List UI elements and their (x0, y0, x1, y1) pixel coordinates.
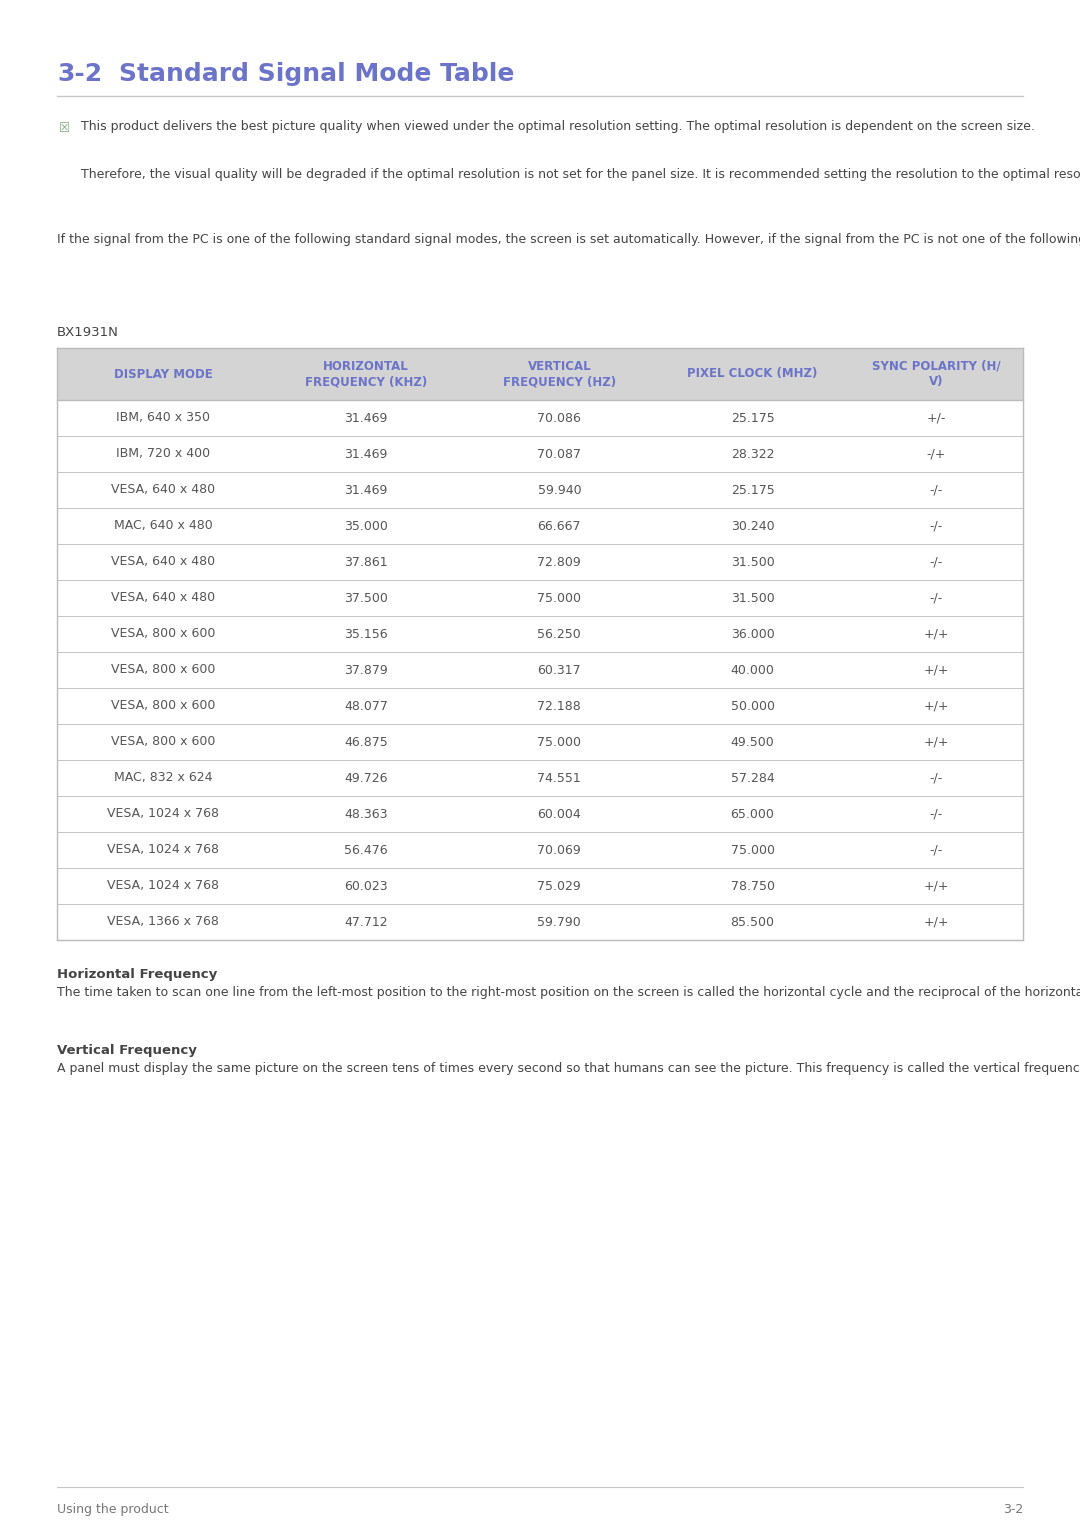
Text: ☒: ☒ (59, 122, 70, 134)
Text: +/+: +/+ (923, 736, 949, 748)
Text: 31.500: 31.500 (731, 591, 774, 605)
Text: 46.875: 46.875 (345, 736, 388, 748)
Text: A panel must display the same picture on the screen tens of times every second s: A panel must display the same picture on… (57, 1061, 1080, 1075)
Text: 3-2: 3-2 (1002, 1503, 1023, 1516)
Text: 57.284: 57.284 (731, 771, 774, 785)
Text: 75.000: 75.000 (730, 843, 774, 857)
Text: VESA, 1024 x 768: VESA, 1024 x 768 (107, 843, 219, 857)
Text: 48.363: 48.363 (345, 808, 388, 820)
Text: VESA, 800 x 600: VESA, 800 x 600 (111, 699, 215, 713)
Text: VESA, 800 x 600: VESA, 800 x 600 (111, 628, 215, 640)
Text: 49.500: 49.500 (731, 736, 774, 748)
Text: 37.861: 37.861 (345, 556, 388, 568)
Text: 60.004: 60.004 (538, 808, 581, 820)
Text: 78.750: 78.750 (730, 880, 774, 892)
Text: +/+: +/+ (923, 664, 949, 676)
Text: 85.500: 85.500 (730, 916, 774, 928)
Text: 75.000: 75.000 (538, 591, 581, 605)
Text: 3-2: 3-2 (57, 63, 103, 86)
Text: 75.029: 75.029 (538, 880, 581, 892)
Text: +/+: +/+ (923, 880, 949, 892)
Text: VESA, 1024 x 768: VESA, 1024 x 768 (107, 880, 219, 892)
Text: Therefore, the visual quality will be degraded if the optimal resolution is not : Therefore, the visual quality will be de… (81, 168, 1080, 182)
Text: 28.322: 28.322 (731, 447, 774, 461)
Text: 40.000: 40.000 (730, 664, 774, 676)
Text: BX1931N: BX1931N (57, 325, 119, 339)
Text: 31.500: 31.500 (731, 556, 774, 568)
Text: VERTICAL
FREQUENCY (HZ): VERTICAL FREQUENCY (HZ) (503, 359, 616, 388)
Text: 60.317: 60.317 (538, 664, 581, 676)
Bar (57, 348, 1023, 400)
Text: 37.879: 37.879 (345, 664, 388, 676)
Text: 70.069: 70.069 (538, 843, 581, 857)
Text: IBM, 640 x 350: IBM, 640 x 350 (117, 411, 211, 425)
Text: 31.469: 31.469 (345, 411, 388, 425)
Text: If the signal from the PC is one of the following standard signal modes, the scr: If the signal from the PC is one of the … (57, 234, 1080, 246)
Text: IBM, 720 x 400: IBM, 720 x 400 (117, 447, 211, 461)
Text: -/+: -/+ (927, 447, 946, 461)
Text: Vertical Frequency: Vertical Frequency (57, 1044, 197, 1057)
Text: 56.476: 56.476 (345, 843, 388, 857)
Text: 35.000: 35.000 (345, 519, 388, 533)
Text: +/+: +/+ (923, 699, 949, 713)
Text: 75.000: 75.000 (538, 736, 581, 748)
Text: VESA, 640 x 480: VESA, 640 x 480 (111, 556, 215, 568)
Text: HORIZONTAL
FREQUENCY (KHZ): HORIZONTAL FREQUENCY (KHZ) (305, 359, 428, 388)
Text: Standard Signal Mode Table: Standard Signal Mode Table (119, 63, 514, 86)
Text: VESA, 1024 x 768: VESA, 1024 x 768 (107, 808, 219, 820)
Text: 59.940: 59.940 (538, 484, 581, 496)
Text: 37.500: 37.500 (345, 591, 388, 605)
Text: +/+: +/+ (923, 628, 949, 640)
Text: This product delivers the best picture quality when viewed under the optimal res: This product delivers the best picture q… (81, 121, 1035, 133)
Text: PIXEL CLOCK (MHZ): PIXEL CLOCK (MHZ) (687, 368, 818, 380)
Text: 74.551: 74.551 (538, 771, 581, 785)
Text: MAC, 640 x 480: MAC, 640 x 480 (113, 519, 213, 533)
Text: 31.469: 31.469 (345, 484, 388, 496)
Text: -/-: -/- (930, 556, 943, 568)
Text: -/-: -/- (930, 591, 943, 605)
Text: The time taken to scan one line from the left-most position to the right-most po: The time taken to scan one line from the… (57, 986, 1080, 999)
Text: 25.175: 25.175 (731, 484, 774, 496)
Text: 50.000: 50.000 (730, 699, 774, 713)
Text: MAC, 832 x 624: MAC, 832 x 624 (114, 771, 213, 785)
Text: Using the product: Using the product (57, 1503, 168, 1516)
Text: 66.667: 66.667 (538, 519, 581, 533)
Text: 30.240: 30.240 (731, 519, 774, 533)
Text: -/-: -/- (930, 808, 943, 820)
Text: 56.250: 56.250 (538, 628, 581, 640)
Text: -/-: -/- (930, 843, 943, 857)
Text: 36.000: 36.000 (731, 628, 774, 640)
Text: SYNC POLARITY (H/
V): SYNC POLARITY (H/ V) (872, 359, 1000, 388)
Text: -/-: -/- (930, 771, 943, 785)
Text: 25.175: 25.175 (731, 411, 774, 425)
Text: 70.086: 70.086 (538, 411, 581, 425)
Text: VESA, 640 x 480: VESA, 640 x 480 (111, 591, 215, 605)
Text: +/+: +/+ (923, 916, 949, 928)
Text: VESA, 640 x 480: VESA, 640 x 480 (111, 484, 215, 496)
Text: 35.156: 35.156 (345, 628, 388, 640)
Text: +/-: +/- (927, 411, 946, 425)
Text: VESA, 800 x 600: VESA, 800 x 600 (111, 664, 215, 676)
Text: 59.790: 59.790 (538, 916, 581, 928)
Text: 72.188: 72.188 (538, 699, 581, 713)
Text: 60.023: 60.023 (345, 880, 388, 892)
Text: 31.469: 31.469 (345, 447, 388, 461)
Text: 49.726: 49.726 (345, 771, 388, 785)
Text: 72.809: 72.809 (538, 556, 581, 568)
Text: 65.000: 65.000 (730, 808, 774, 820)
Text: -/-: -/- (930, 484, 943, 496)
Text: DISPLAY MODE: DISPLAY MODE (113, 368, 213, 380)
Text: 48.077: 48.077 (345, 699, 388, 713)
Text: 47.712: 47.712 (345, 916, 388, 928)
Text: VESA, 1366 x 768: VESA, 1366 x 768 (107, 916, 219, 928)
Text: -/-: -/- (930, 519, 943, 533)
Text: VESA, 800 x 600: VESA, 800 x 600 (111, 736, 215, 748)
Text: 70.087: 70.087 (538, 447, 581, 461)
Text: Horizontal Frequency: Horizontal Frequency (57, 968, 217, 980)
